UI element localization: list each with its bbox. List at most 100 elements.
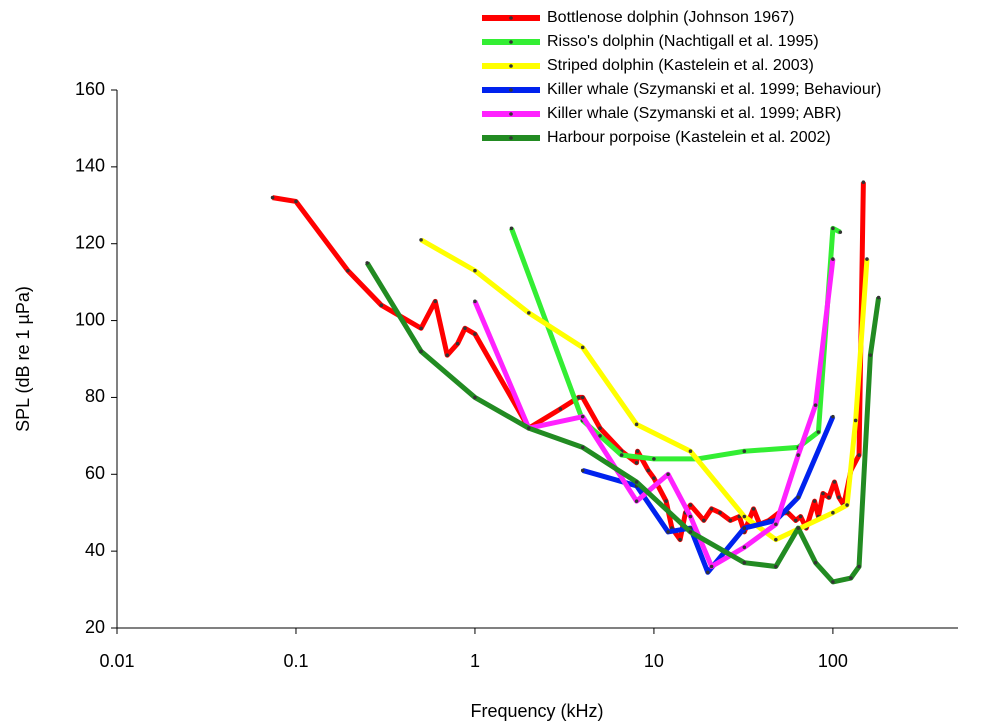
data-point: [742, 449, 747, 454]
data-point: [718, 510, 722, 515]
data-point: [709, 564, 714, 569]
data-point: [634, 422, 639, 427]
data-point: [664, 499, 668, 503]
data-point: [796, 453, 801, 457]
data-point: [837, 495, 841, 500]
data-point: [853, 418, 858, 423]
data-point: [793, 518, 798, 523]
data-point: [796, 495, 801, 500]
data-point: [346, 268, 350, 273]
data-point: [827, 495, 831, 500]
data-point: [688, 503, 693, 507]
data-point: [831, 510, 835, 515]
data-point: [868, 353, 873, 357]
legend: Bottlenose dolphin (Johnson 1967) Risso's…: [482, 9, 881, 146]
data-point: [702, 518, 706, 523]
data-point: [742, 560, 747, 565]
x-tick-label: 10: [644, 651, 664, 671]
data-point: [838, 230, 843, 234]
x-tick-label: 100: [818, 651, 848, 671]
data-point: [849, 576, 853, 580]
legend-marker: [509, 136, 513, 140]
legend-label: Risso's dolphin (Nachtigall et al. 1995): [547, 33, 819, 50]
data-point: [865, 257, 869, 261]
data-point: [798, 514, 803, 519]
data-point: [796, 526, 801, 530]
data-point: [294, 199, 298, 204]
legend-marker: [509, 112, 513, 116]
series-line: [509, 225, 842, 462]
series-line: [272, 182, 866, 543]
data-point: [751, 507, 756, 511]
data-point: [774, 537, 778, 542]
data-point: [634, 480, 639, 484]
y-tick-label: 160: [75, 79, 105, 99]
data-point: [419, 349, 423, 354]
data-point: [365, 261, 369, 265]
x-axis-label: Frequency (kHz): [470, 701, 603, 721]
data-point: [688, 530, 693, 534]
data-point: [635, 449, 640, 454]
data-point: [419, 326, 423, 331]
data-point: [742, 514, 747, 519]
data-point: [473, 332, 477, 336]
data-point: [509, 226, 514, 231]
data-point: [774, 522, 778, 527]
data-point: [433, 299, 438, 304]
data-point: [580, 445, 585, 450]
data-point: [634, 460, 639, 465]
data-point: [646, 468, 651, 473]
data-point: [831, 226, 835, 231]
y-tick-label: 120: [75, 232, 105, 252]
legend-marker: [509, 40, 513, 44]
data-point: [774, 564, 778, 569]
data-point: [831, 257, 835, 261]
series-line: [419, 237, 870, 543]
data-point: [706, 570, 710, 575]
data-point: [666, 530, 670, 534]
y-tick-label: 140: [75, 156, 105, 176]
legend-marker: [509, 16, 513, 20]
x-tick-label: 0.1: [283, 651, 308, 671]
data-point: [728, 518, 733, 523]
data-point: [831, 580, 835, 584]
data-point: [652, 457, 656, 461]
legend-label: Striped dolphin (Kastelein et al. 2003): [547, 57, 814, 74]
data-point: [857, 564, 861, 569]
y-tick-label: 100: [75, 309, 105, 329]
data-point: [813, 560, 818, 565]
data-point: [580, 345, 585, 350]
data-point: [598, 426, 602, 430]
data-point: [270, 195, 275, 200]
data-point: [473, 268, 477, 273]
data-point: [821, 491, 825, 496]
data-point: [619, 453, 624, 457]
data-point: [876, 295, 881, 300]
data-point: [527, 311, 531, 315]
data-point: [742, 526, 747, 530]
data-point: [463, 326, 467, 331]
data-point: [709, 507, 714, 511]
series-line: [365, 261, 882, 585]
data-point: [688, 514, 693, 519]
series-line: [472, 258, 836, 570]
y-tick-label: 80: [85, 386, 105, 406]
legend-label: Bottlenose dolphin (Johnson 1967): [547, 9, 794, 26]
data-point: [598, 434, 602, 438]
data-point: [580, 468, 585, 473]
data-point: [861, 180, 866, 185]
data-point: [580, 395, 585, 400]
data-point: [379, 303, 384, 308]
data-point: [816, 430, 821, 434]
data-point: [831, 414, 835, 419]
data-point: [445, 353, 450, 357]
y-axis-label: SPL (dB re 1 µPa): [13, 286, 33, 432]
data-point: [652, 476, 656, 480]
series-line: [582, 415, 836, 575]
data-point: [845, 503, 849, 507]
data-point: [737, 514, 742, 519]
data-point: [666, 472, 670, 477]
legend-label: Killer whale (Szymanski et al. 1999; ABR…: [547, 105, 841, 122]
data-point: [576, 395, 581, 400]
